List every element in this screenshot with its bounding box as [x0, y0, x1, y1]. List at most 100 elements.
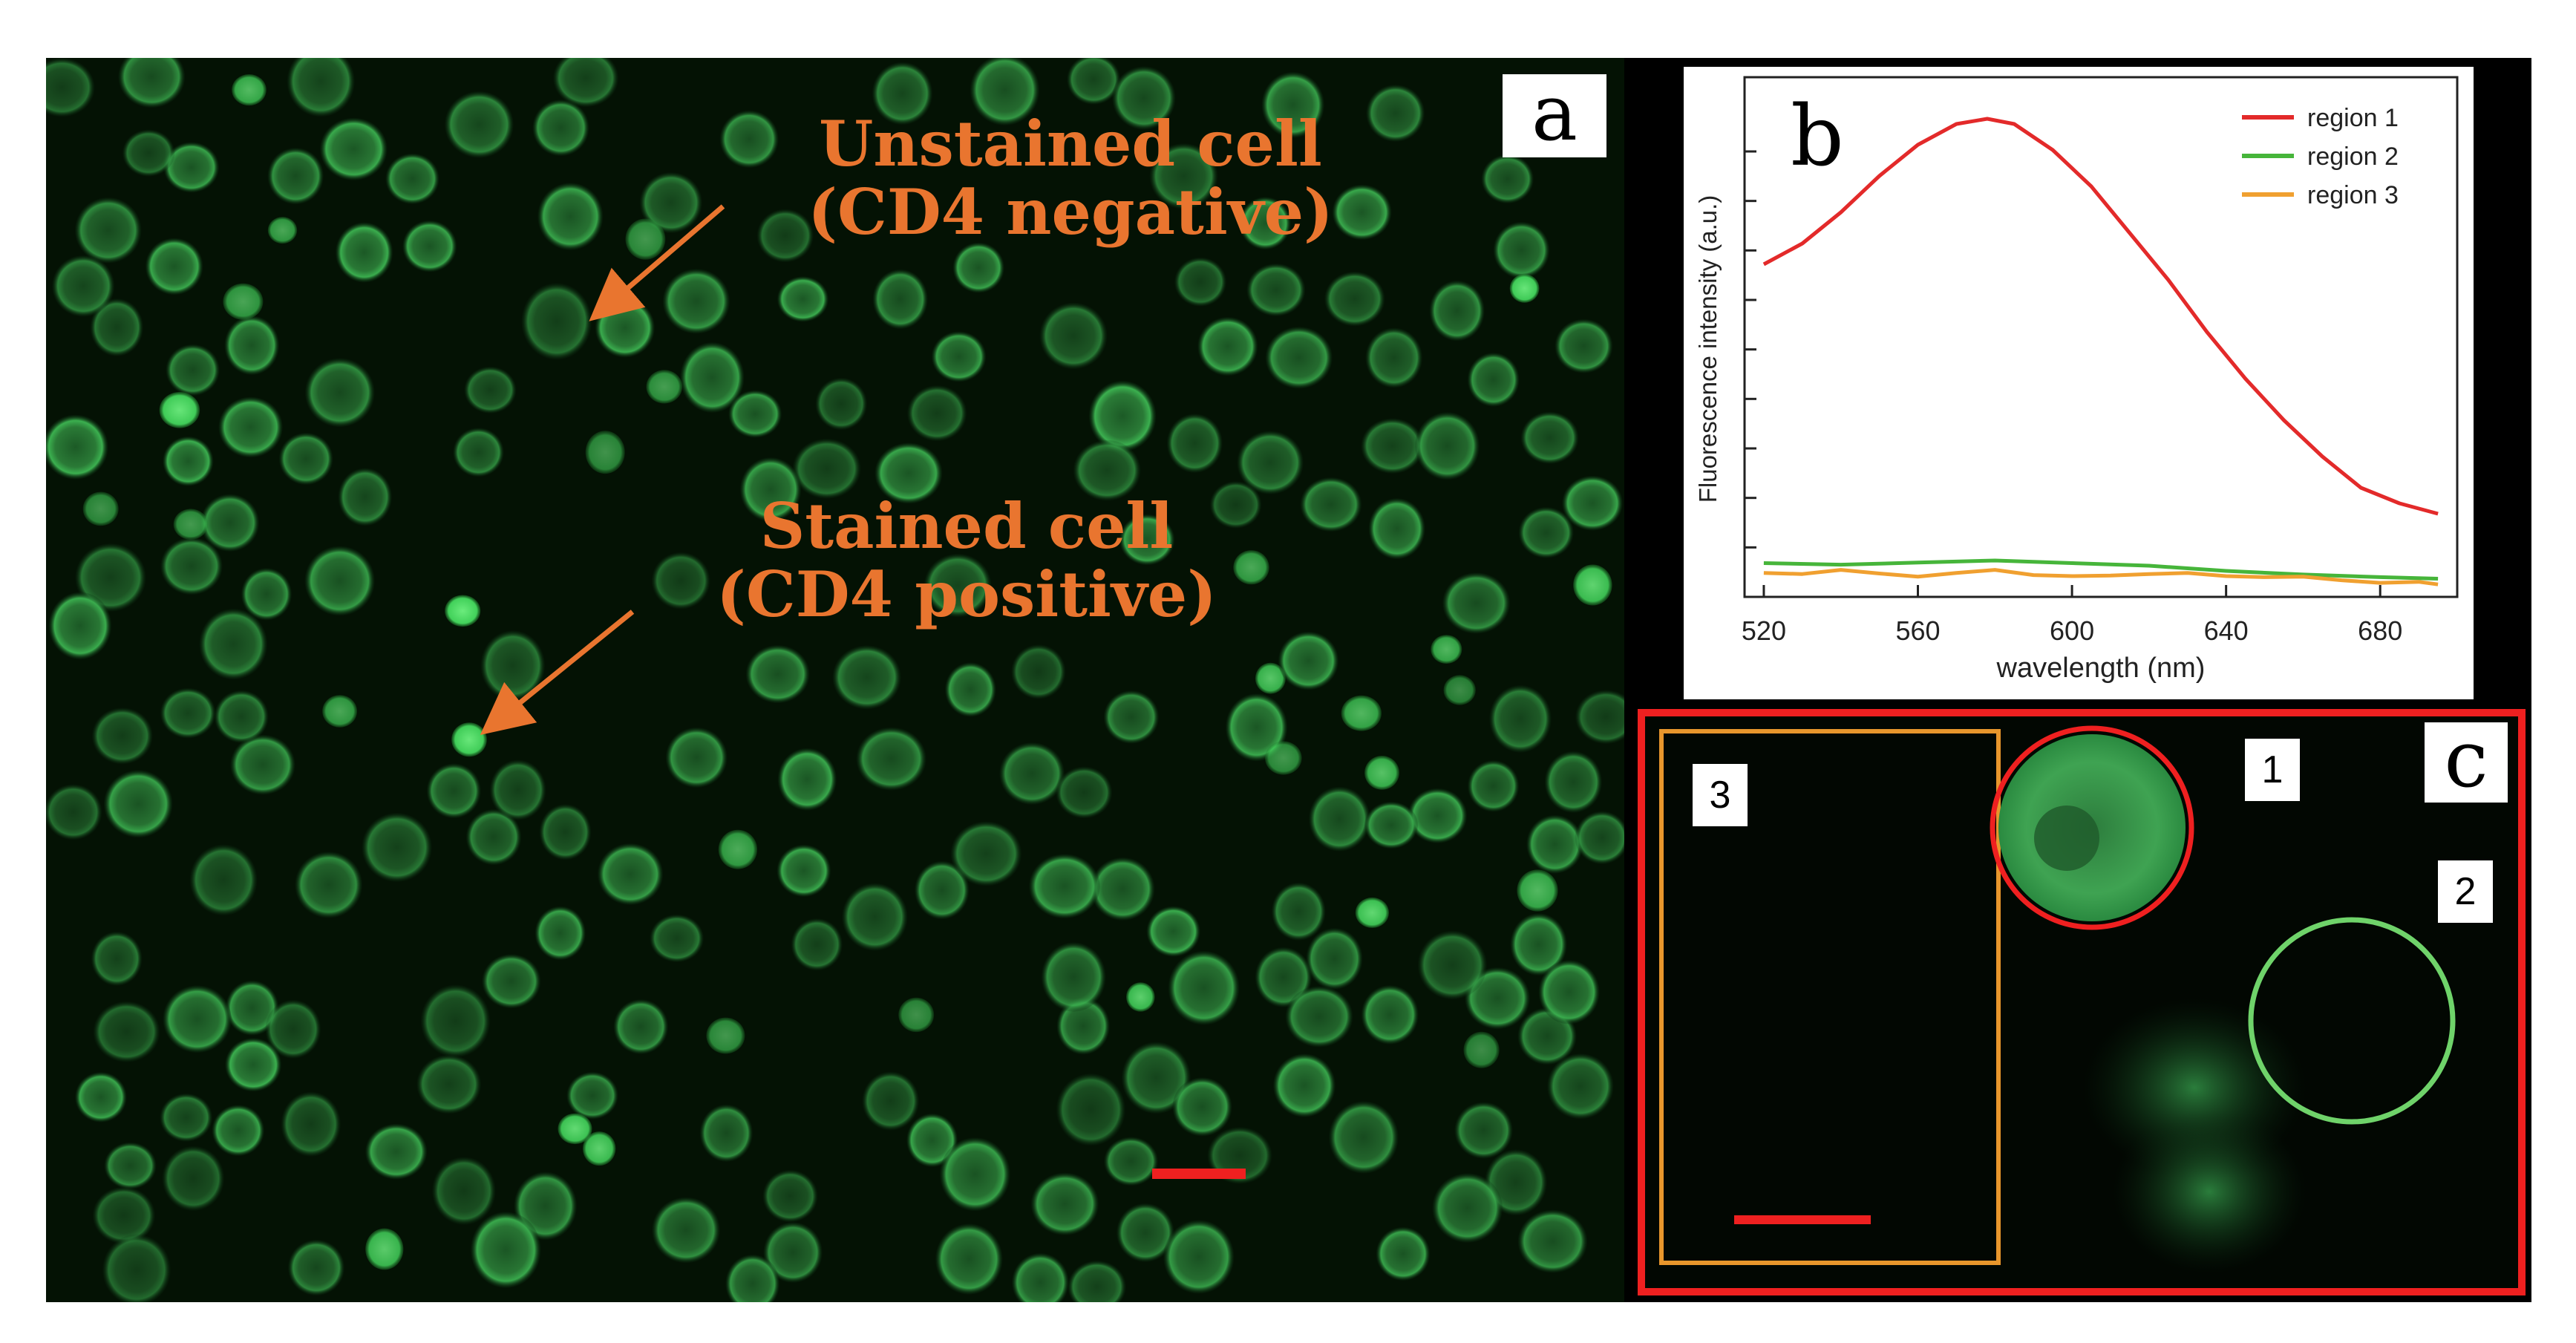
unstained-cell: [74, 197, 142, 264]
stained-cell: [173, 509, 209, 540]
unstained-cell: [453, 428, 504, 477]
unstained-cell: [93, 1001, 160, 1062]
unstained-cell: [1029, 854, 1100, 919]
x-tick-label: 680: [2358, 615, 2402, 646]
unstained-cell: [160, 537, 223, 595]
cell-region-1-nucleus: [2034, 806, 2099, 871]
stained-cell: [223, 283, 264, 320]
unstained-cell: [200, 494, 260, 552]
unstained-cell: [1209, 481, 1262, 529]
unstained-cell: [166, 344, 220, 396]
unstained-cell: [1408, 788, 1468, 843]
unstained-cell: [740, 457, 802, 522]
unstained-cell: [1255, 947, 1312, 1007]
x-tick-label: 520: [1742, 615, 1786, 646]
unstained-cell: [1468, 760, 1520, 812]
unstained-cell: [651, 552, 710, 610]
diffuse-cell-lower: [2113, 1110, 2306, 1273]
arrow-stained: [480, 610, 635, 736]
unstained-cell: [1417, 930, 1487, 1000]
unstained-cell: [1272, 882, 1326, 941]
stained-cell: [1431, 635, 1462, 664]
unstained-cell: [613, 999, 669, 1054]
stained-cell: [82, 491, 119, 526]
unstained-cell: [1030, 1172, 1099, 1235]
unstained-cell: [1562, 475, 1623, 531]
stained-cell: [558, 1113, 592, 1145]
unstained-cell: [728, 390, 782, 438]
x-axis-label: wavelength (nm): [1996, 653, 2206, 684]
unstained-cell: [241, 568, 292, 621]
unstained-cell: [1067, 58, 1120, 105]
unstained-cell: [1547, 1053, 1614, 1120]
arrow-unstained: [589, 204, 725, 321]
unstained-cell: [815, 377, 867, 431]
panel-c-field: [1659, 725, 2456, 1273]
unstained-cell: [745, 644, 810, 704]
unstained-cell: [1012, 1252, 1069, 1302]
unstained-cell: [304, 546, 375, 616]
unstained-cell: [539, 804, 592, 860]
panel-b-spectrum-chart: 520 560 600 640 680 Fluorescence intensity (…: [1684, 67, 2474, 699]
stained-cell: [718, 829, 758, 869]
unstained-cell: [907, 385, 967, 442]
unstained-cell: [75, 543, 146, 612]
unstained-cell: [521, 283, 592, 360]
unstained-cell: [872, 269, 928, 330]
unstained-cell: [199, 608, 268, 680]
unstained-cell: [1467, 353, 1520, 407]
stained-cell: [585, 431, 625, 474]
unstained-cell: [1166, 414, 1223, 473]
unstained-cell: [402, 220, 457, 272]
stained-cell: [646, 370, 683, 404]
unstained-cell: [1056, 997, 1110, 1055]
unstained-cell: [935, 1223, 1003, 1295]
unstained-cell: [1555, 318, 1613, 373]
unstained-cell: [1454, 1102, 1513, 1159]
unstained-cell: [532, 99, 589, 157]
spectrum-chart: 520 560 600 640 680 Fluorescence intensity (…: [1694, 76, 2459, 684]
unstained-cell: [163, 142, 220, 193]
unstained-cell: [553, 58, 619, 108]
unstained-cell: [650, 914, 704, 962]
series-lines: [1762, 117, 2439, 586]
unstained-cell: [699, 1104, 753, 1162]
unstained-cell: [1172, 1077, 1232, 1137]
stained-cell: [159, 392, 200, 428]
unstained-cell: [212, 1105, 264, 1157]
unstained-cell: [1365, 327, 1422, 388]
unstained-cell: [931, 331, 987, 382]
unstained-cell: [224, 316, 279, 376]
legend-label: region 2: [2307, 143, 2399, 171]
unstained-cell: [1104, 1137, 1158, 1186]
unstained-cell: [915, 860, 970, 920]
unstained-cell: [46, 58, 95, 117]
annotation-unstained-line2: (CD4 negative): [808, 175, 1333, 249]
unstained-cell: [225, 980, 279, 1036]
annotation-unstained-line1: Unstained cell: [819, 107, 1322, 180]
unstained-cell: [91, 931, 143, 986]
stained-cell: [706, 1017, 745, 1054]
unstained-cell: [1376, 1226, 1431, 1281]
stained-cell: [1463, 1031, 1500, 1068]
unstained-cell: [1273, 1053, 1336, 1117]
annotation-stained-line1: Stained cell: [759, 489, 1174, 563]
unstained-cell: [1361, 985, 1419, 1045]
scale-bar-c: [1734, 1215, 1871, 1224]
unstained-cell: [952, 242, 1004, 293]
unstained-cell: [1309, 786, 1370, 852]
unstained-cell: [471, 1212, 541, 1288]
stained-cell: [1255, 662, 1286, 694]
unstained-cell: [1361, 418, 1424, 474]
region-3-box: [1659, 729, 2001, 1265]
scale-bar-a: [1152, 1169, 1246, 1179]
unstained-cell: [163, 985, 232, 1053]
unstained-cell: [288, 1239, 344, 1296]
panel-b-label: b: [1791, 88, 1844, 185]
unstained-cell: [1285, 986, 1353, 1048]
unstained-cell: [1265, 327, 1333, 389]
unstained-cell: [862, 1071, 919, 1131]
stained-cell: [365, 1228, 404, 1270]
unstained-cell: [102, 1234, 171, 1302]
unstained-cell: [214, 690, 269, 743]
